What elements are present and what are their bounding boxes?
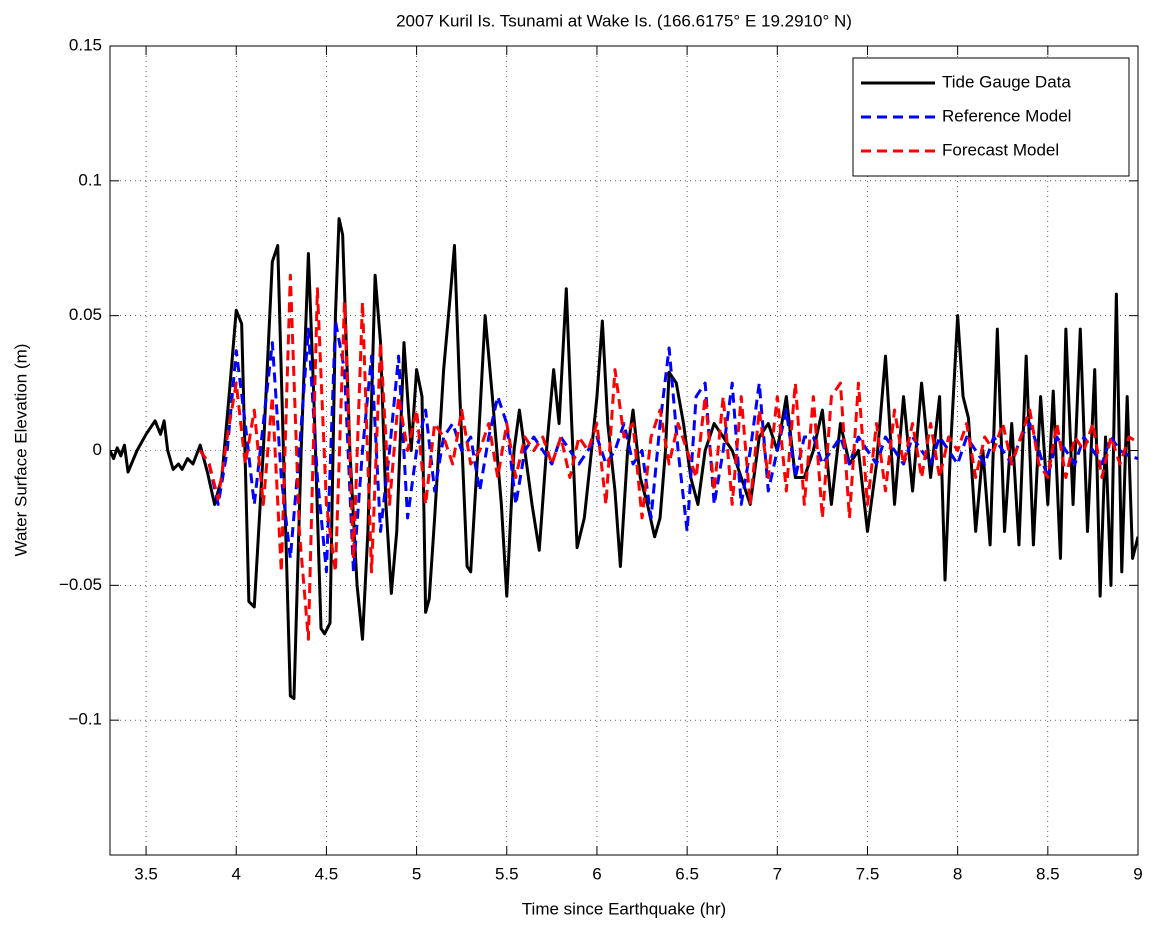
x-tick-label: 4 [232,864,241,883]
y-tick-label: 0 [93,440,102,459]
data-line [198,273,1138,641]
y-tick-label: 0.15 [69,35,102,54]
x-tick-label: 6 [592,864,601,883]
y-tick-label: 0.05 [69,305,102,324]
legend-label: Reference Model [942,106,1071,125]
x-tick-label: 7.5 [856,864,880,883]
chart-title: 2007 Kuril Is. Tsunami at Wake Is. (166.… [396,11,852,30]
x-tick-label: 7 [773,864,782,883]
plot-frame [109,45,1139,856]
y-tick-label: −0.1 [68,710,102,729]
x-tick-label: 5 [412,864,421,883]
legend-label: Tide Gauge Data [942,72,1071,91]
x-tick-label: 5.5 [495,864,519,883]
legend: Tide Gauge Data Reference Model Forecast M… [852,57,1130,177]
x-axis-label: Time since Earthquake (hr) [522,899,726,918]
y-tick-label: 0.1 [78,170,102,189]
x-tick-label: 8 [953,864,962,883]
x-tick-label: 4.5 [315,864,339,883]
x-tick-label: 6.5 [675,864,699,883]
x-tick-label: 8.5 [1036,864,1060,883]
x-tick-label: 3.5 [134,864,158,883]
x-tick-label: 9 [1133,864,1142,883]
data-line [198,319,1138,574]
y-tick-label: −0.05 [59,575,102,594]
legend-label: Forecast Model [942,140,1059,159]
y-axis-label: Water Surface Elevation (m) [11,344,30,557]
